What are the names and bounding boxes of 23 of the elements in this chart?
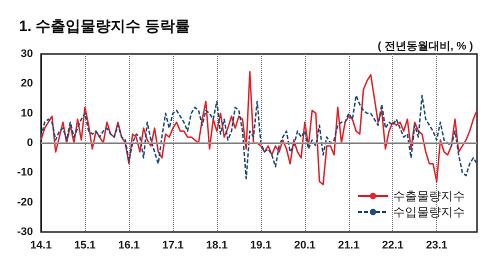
y-tick-label: 10	[20, 107, 33, 120]
x-tick-label: 15.1	[74, 240, 96, 252]
x-tick-label: 17.1	[162, 240, 184, 252]
line-series	[40, 71, 478, 186]
legend-label: 수출물량지수	[393, 189, 465, 203]
x-tick-label: 22.1	[382, 240, 404, 252]
x-tick-label: 23.1	[426, 240, 448, 252]
y-tick-label: 20	[20, 78, 33, 90]
line-series	[40, 94, 478, 180]
x-tick-label: 14.1	[30, 240, 52, 252]
x-tick-label: 20.1	[294, 240, 316, 252]
y-tick-label: 30	[20, 48, 33, 60]
y-tick-label: 0	[26, 137, 33, 149]
y-axis-title: ( 전년동월대비, % )	[378, 40, 474, 52]
x-tick-label: 18.1	[206, 240, 228, 252]
y-tick-label: -30	[17, 226, 33, 238]
chart-title: 1. 수출입물량지수 등락률	[19, 18, 190, 35]
y-tick-label: -10	[17, 166, 33, 179]
x-tick-label: 19.1	[250, 240, 272, 252]
x-tick-label: 21.1	[338, 240, 360, 252]
legend-label: 수입물량지수	[393, 205, 465, 219]
y-tick-label: -20	[17, 196, 33, 208]
x-tick-label: 16.1	[118, 240, 140, 252]
